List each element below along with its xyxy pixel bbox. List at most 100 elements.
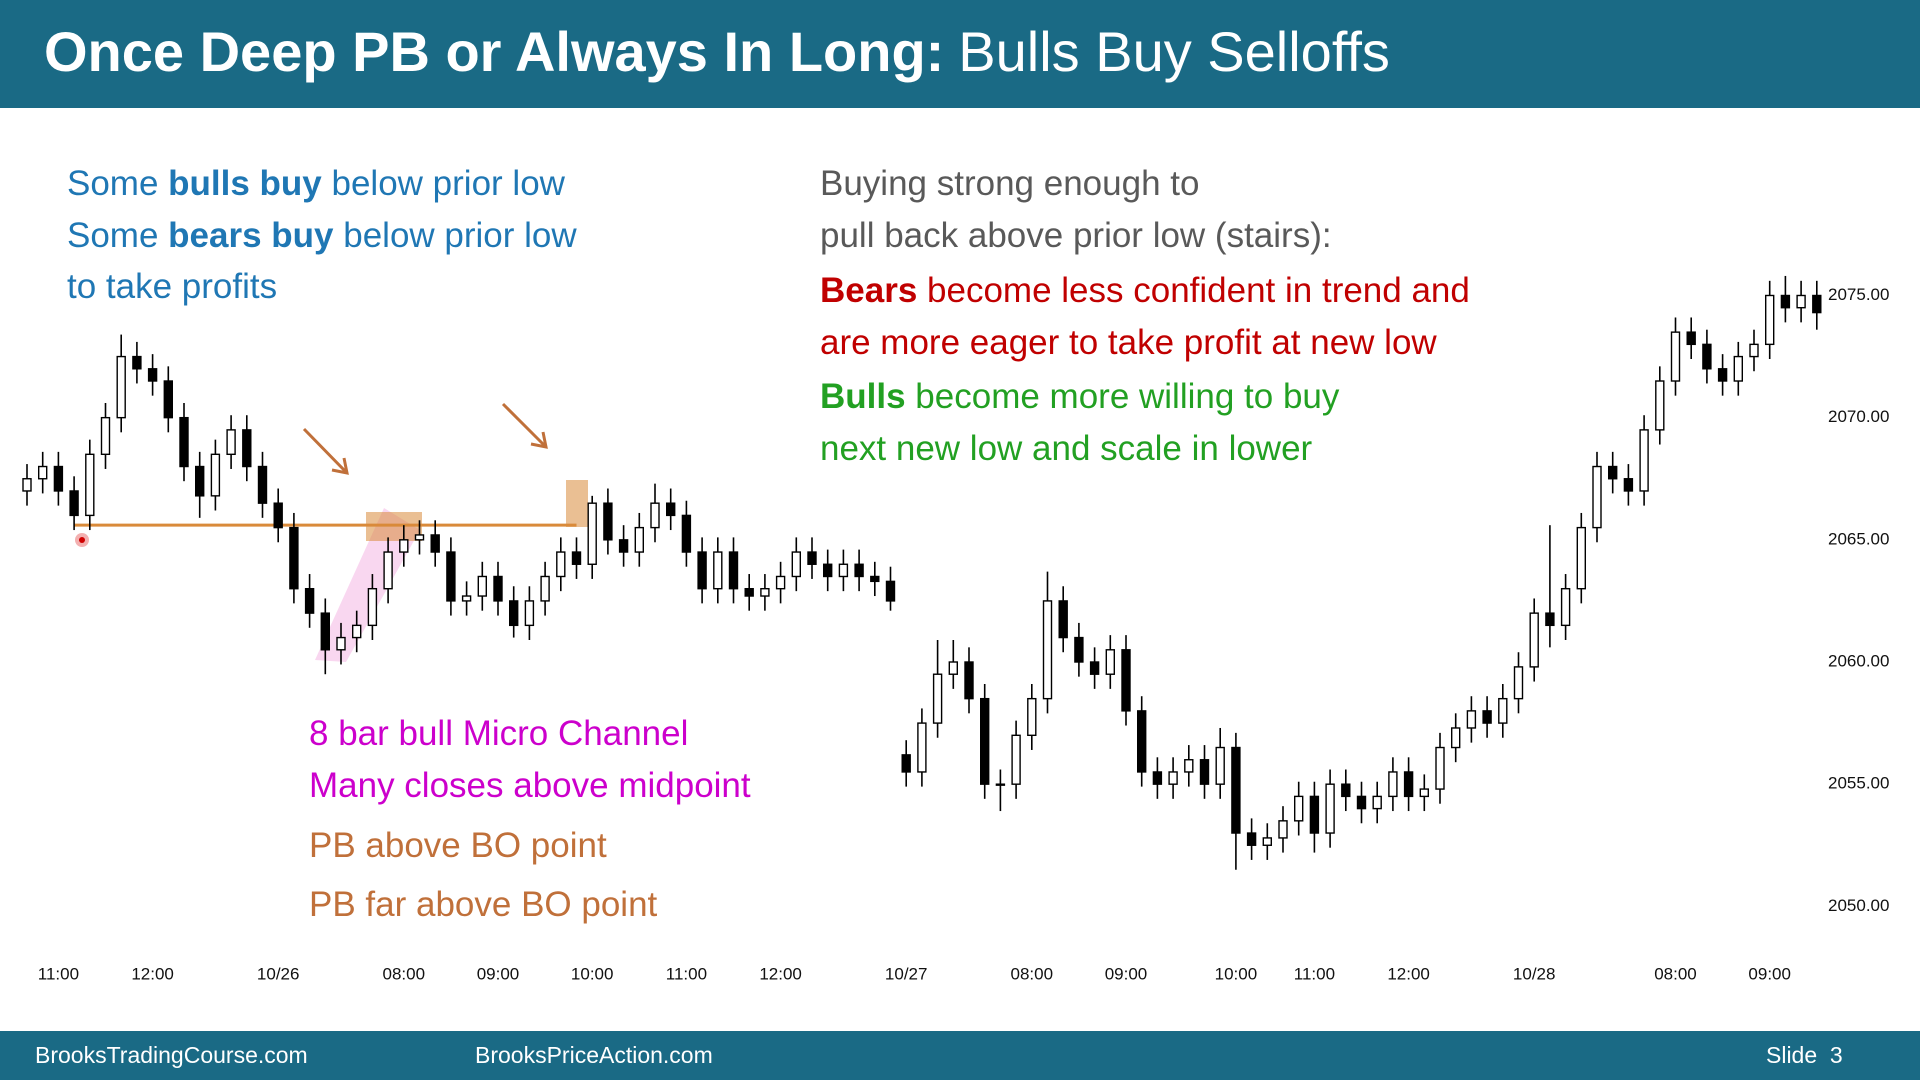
candle-body	[1121, 649, 1131, 712]
x-tick-label: 11:00	[666, 964, 707, 983]
candle	[383, 537, 393, 604]
candle-body	[430, 534, 440, 553]
candle-body	[69, 490, 79, 517]
candle	[1231, 732, 1241, 870]
candle	[304, 574, 315, 628]
candle	[1419, 774, 1430, 812]
candle-body	[1309, 795, 1320, 834]
candle-body	[1184, 759, 1194, 773]
candle-body	[85, 453, 95, 517]
candle	[242, 415, 252, 482]
candle	[1796, 280, 1806, 323]
candle-body	[932, 673, 943, 724]
candle-body	[1796, 294, 1806, 309]
candle-body	[320, 612, 330, 651]
annotation-text: below prior low	[321, 164, 565, 203]
candle	[210, 439, 221, 511]
title-bold: Once Deep PB or Always In Long:	[44, 20, 945, 83]
candle-body	[870, 575, 880, 583]
candle	[1639, 415, 1649, 506]
candle-body	[948, 661, 958, 675]
candle-body	[1089, 661, 1100, 675]
candle-body	[1074, 636, 1084, 663]
candle	[1356, 781, 1367, 824]
candle-body	[791, 551, 801, 578]
candle	[1168, 757, 1178, 799]
candle-body	[713, 551, 723, 590]
candle-body	[995, 783, 1006, 786]
candle-body	[163, 380, 174, 419]
candle-body	[1136, 710, 1147, 773]
candle-body	[1372, 795, 1382, 810]
candle	[1749, 329, 1759, 372]
footer-bar: BrooksTradingCourse.com BrooksPriceActio…	[0, 1031, 1920, 1080]
candle	[1607, 451, 1618, 494]
candle	[1812, 280, 1822, 330]
annotation-text: PB above BO point	[309, 826, 607, 865]
candle-body	[980, 697, 990, 785]
candle	[22, 464, 32, 506]
candle	[650, 483, 660, 543]
candle-body	[775, 575, 786, 590]
candle	[634, 512, 644, 567]
candle	[1702, 329, 1712, 384]
candle	[1435, 732, 1445, 804]
candle-body	[493, 575, 503, 602]
x-tick-label: 12:00	[1387, 964, 1430, 983]
candle-body	[1293, 795, 1304, 822]
candle-body	[1498, 697, 1508, 724]
candle	[1733, 341, 1744, 396]
candle-body	[461, 595, 472, 602]
candle	[948, 640, 958, 689]
candle	[69, 476, 79, 531]
candle-body	[289, 526, 299, 590]
candle	[1545, 525, 1555, 648]
annotation-line: Buying strong enough to	[820, 164, 1199, 204]
candle-body	[1592, 465, 1602, 529]
candle	[1780, 275, 1791, 323]
annotation-text: below prior low	[333, 215, 577, 255]
candle	[697, 537, 707, 604]
candle	[509, 586, 519, 638]
annotation-text: become less confident in trend and	[917, 271, 1470, 310]
candle-body	[1545, 612, 1555, 627]
annotation-text: are more eager to take profit at new low	[820, 322, 1437, 362]
candle	[1576, 512, 1587, 604]
footer-center: BrooksPriceAction.com	[475, 1042, 713, 1068]
candle-body	[1435, 746, 1445, 790]
candle-body	[100, 416, 111, 456]
candle	[414, 520, 425, 555]
candle-body	[807, 551, 817, 565]
candle	[100, 402, 111, 469]
candle-body	[650, 502, 660, 529]
candle	[964, 647, 974, 714]
candle	[289, 512, 299, 604]
annotation-line: PB far above BO point	[309, 885, 657, 925]
candle-body	[524, 600, 535, 627]
candle-body	[634, 526, 644, 553]
candle	[1246, 818, 1257, 860]
candle	[995, 769, 1006, 812]
candle	[854, 549, 864, 592]
arrow-head	[530, 431, 548, 449]
candle-body	[304, 587, 315, 614]
candle-body	[1215, 746, 1225, 785]
x-tick-label: 08:00	[1654, 964, 1697, 983]
candle	[1136, 696, 1147, 787]
pb-box	[566, 480, 588, 527]
candle	[132, 341, 142, 384]
candle	[775, 561, 786, 604]
candle	[838, 549, 849, 592]
candle-body	[1152, 771, 1163, 785]
annotation-line: are more eager to take profit at new low	[820, 323, 1437, 363]
candle-body	[53, 465, 64, 492]
annotation-line: to take profits	[67, 267, 277, 307]
annotation-text: become more willing to buy	[905, 377, 1340, 416]
annotation-line: Many closes above midpoint	[309, 766, 751, 806]
candle-body	[367, 587, 378, 627]
annotation-text: to take profits	[67, 267, 278, 306]
candle-body	[1011, 734, 1021, 785]
annotation-text: Buying strong enough to	[820, 164, 1200, 203]
candle	[1325, 769, 1335, 848]
candle-body	[760, 587, 770, 597]
